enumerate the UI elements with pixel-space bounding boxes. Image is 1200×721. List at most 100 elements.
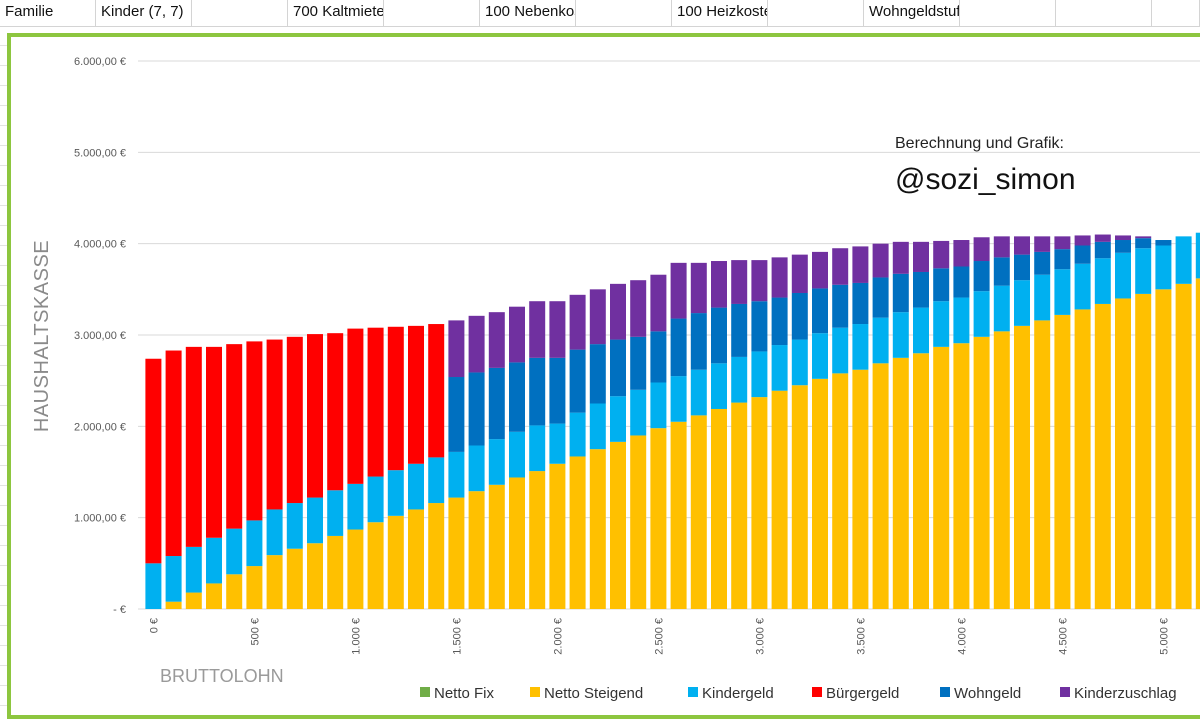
bar-segment-netto-steigend[interactable] <box>1155 289 1172 609</box>
bar-segment-wohngeld[interactable] <box>569 349 586 413</box>
bar-segment-netto-steigend[interactable] <box>650 428 667 609</box>
bar-segment-netto-steigend[interactable] <box>812 378 828 609</box>
bar-segment-kindergeld[interactable] <box>589 403 606 450</box>
bar-segment-kindergeld[interactable] <box>933 301 950 347</box>
bar-segment-kinderzuschlag[interactable] <box>670 262 687 319</box>
bar-segment-b-rgergeld[interactable] <box>428 324 445 458</box>
bar-segment-kinderzuschlag[interactable] <box>832 248 849 285</box>
bar-segment-wohngeld[interactable] <box>468 372 485 446</box>
bar-segment-kinderzuschlag[interactable] <box>791 254 808 293</box>
cell-d1[interactable]: 700 Kaltmiete <box>288 0 384 26</box>
bar-segment-wohngeld[interactable] <box>872 277 889 318</box>
bar-segment-kindergeld[interactable] <box>307 497 323 544</box>
bar-segment-wohngeld[interactable] <box>812 288 828 334</box>
bar-segment-netto-steigend[interactable] <box>509 477 525 609</box>
bar-segment-kindergeld[interactable] <box>1155 245 1172 290</box>
bar-segment-kinderzuschlag[interactable] <box>812 251 828 289</box>
cell-j1[interactable]: Wohngeldstufe 5 <box>864 0 960 26</box>
bar-segment-kinderzuschlag[interactable] <box>1135 236 1152 239</box>
bar-segment-wohngeld[interactable] <box>549 357 566 424</box>
bar-segment-wohngeld[interactable] <box>892 273 909 313</box>
bar-segment-kindergeld[interactable] <box>549 423 566 464</box>
bar-segment-netto-steigend[interactable] <box>610 441 626 609</box>
cell-a1[interactable]: Familie <box>0 0 96 26</box>
bar-segment-netto-steigend[interactable] <box>791 385 808 609</box>
bar-segment-netto-steigend[interactable] <box>428 503 445 609</box>
bar-segment-kindergeld[interactable] <box>1094 258 1111 304</box>
bar-segment-kindergeld[interactable] <box>913 307 929 354</box>
bar-segment-netto-steigend[interactable] <box>589 449 606 609</box>
bar-segment-netto-steigend[interactable] <box>1195 278 1200 609</box>
bar-segment-kindergeld[interactable] <box>286 503 303 549</box>
bar-segment-kindergeld[interactable] <box>428 457 445 504</box>
bar-segment-kindergeld[interactable] <box>973 291 990 337</box>
bar-segment-netto-steigend[interactable] <box>630 435 647 609</box>
bar-segment-wohngeld[interactable] <box>852 282 869 325</box>
bar-segment-wohngeld[interactable] <box>529 357 546 426</box>
bar-segment-kindergeld[interactable] <box>1074 263 1091 310</box>
bar-segment-kindergeld[interactable] <box>832 327 849 374</box>
bar-segment-netto-steigend[interactable] <box>832 373 849 609</box>
bar-segment-netto-steigend[interactable] <box>892 357 909 609</box>
bar-segment-kindergeld[interactable] <box>347 483 364 530</box>
legend-swatch[interactable] <box>530 687 540 697</box>
bar-segment-kinderzuschlag[interactable] <box>913 241 929 272</box>
bar-segment-kinderzuschlag[interactable] <box>650 274 667 332</box>
bar-segment-kindergeld[interactable] <box>1054 269 1071 315</box>
bar-segment-wohngeld[interactable] <box>1014 254 1030 281</box>
bar-segment-netto-steigend[interactable] <box>1034 320 1051 609</box>
bar-segment-wohngeld[interactable] <box>1054 249 1071 270</box>
bar-segment-kindergeld[interactable] <box>650 382 667 429</box>
bar-segment-kindergeld[interactable] <box>812 333 828 379</box>
bar-segment-wohngeld[interactable] <box>650 331 667 383</box>
legend-label[interactable]: Wohngeld <box>954 685 1021 702</box>
legend-swatch[interactable] <box>812 687 822 697</box>
bar-segment-wohngeld[interactable] <box>973 261 990 292</box>
bar-segment-kinderzuschlag[interactable] <box>1115 235 1131 241</box>
bar-segment-b-rgergeld[interactable] <box>185 346 202 547</box>
bar-segment-netto-steigend[interactable] <box>387 515 404 609</box>
bar-segment-kindergeld[interactable] <box>1195 232 1200 279</box>
bar-segment-b-rgergeld[interactable] <box>206 346 222 538</box>
bar-segment-kinderzuschlag[interactable] <box>1074 235 1091 246</box>
bar-segment-kindergeld[interactable] <box>185 546 202 593</box>
bar-segment-netto-steigend[interactable] <box>913 353 929 609</box>
bar-segment-kindergeld[interactable] <box>1135 248 1152 294</box>
bar-segment-netto-steigend[interactable] <box>993 331 1010 609</box>
bar-segment-wohngeld[interactable] <box>993 257 1010 286</box>
bar-segment-wohngeld[interactable] <box>1115 240 1131 253</box>
bar-segment-netto-steigend[interactable] <box>367 522 384 609</box>
bar-segment-kinderzuschlag[interactable] <box>468 315 485 373</box>
bar-segment-kinderzuschlag[interactable] <box>933 240 950 269</box>
bar-segment-kinderzuschlag[interactable] <box>1054 236 1071 250</box>
bar-segment-kindergeld[interactable] <box>448 451 465 498</box>
bar-segment-netto-steigend[interactable] <box>307 543 323 609</box>
bar-segment-netto-steigend[interactable] <box>690 415 707 609</box>
legend-swatch[interactable] <box>688 687 698 697</box>
bar-segment-netto-steigend[interactable] <box>872 363 889 609</box>
bar-segment-wohngeld[interactable] <box>509 362 525 432</box>
bar-segment-kinderzuschlag[interactable] <box>509 306 525 363</box>
cell-h1[interactable]: 100 Heizkosten <box>672 0 768 26</box>
bar-segment-kinderzuschlag[interactable] <box>690 262 707 314</box>
bar-segment-kindergeld[interactable] <box>246 520 263 567</box>
bar-segment-kinderzuschlag[interactable] <box>993 236 1010 258</box>
bar-segment-netto-steigend[interactable] <box>1094 303 1111 609</box>
bar-segment-kindergeld[interactable] <box>610 396 626 442</box>
bar-segment-netto-steigend[interactable] <box>488 484 505 609</box>
bar-segment-kindergeld[interactable] <box>953 297 970 344</box>
bar-segment-kindergeld[interactable] <box>327 490 344 536</box>
bar-segment-netto-steigend[interactable] <box>1115 298 1131 609</box>
bar-segment-kindergeld[interactable] <box>711 363 727 409</box>
bar-segment-netto-steigend[interactable] <box>286 548 303 609</box>
bar-segment-wohngeld[interactable] <box>610 339 626 397</box>
legend-label[interactable]: Kinderzuschlag <box>1074 685 1177 702</box>
bar-segment-netto-steigend[interactable] <box>347 529 364 609</box>
bar-segment-kindergeld[interactable] <box>529 425 546 472</box>
bar-segment-kinderzuschlag[interactable] <box>630 280 647 337</box>
bar-segment-wohngeld[interactable] <box>690 313 707 370</box>
legend-label[interactable]: Netto Fix <box>434 685 495 702</box>
bar-segment-netto-steigend[interactable] <box>165 601 182 609</box>
bar-segment-wohngeld[interactable] <box>791 292 808 340</box>
cell-k1[interactable] <box>960 0 1056 26</box>
